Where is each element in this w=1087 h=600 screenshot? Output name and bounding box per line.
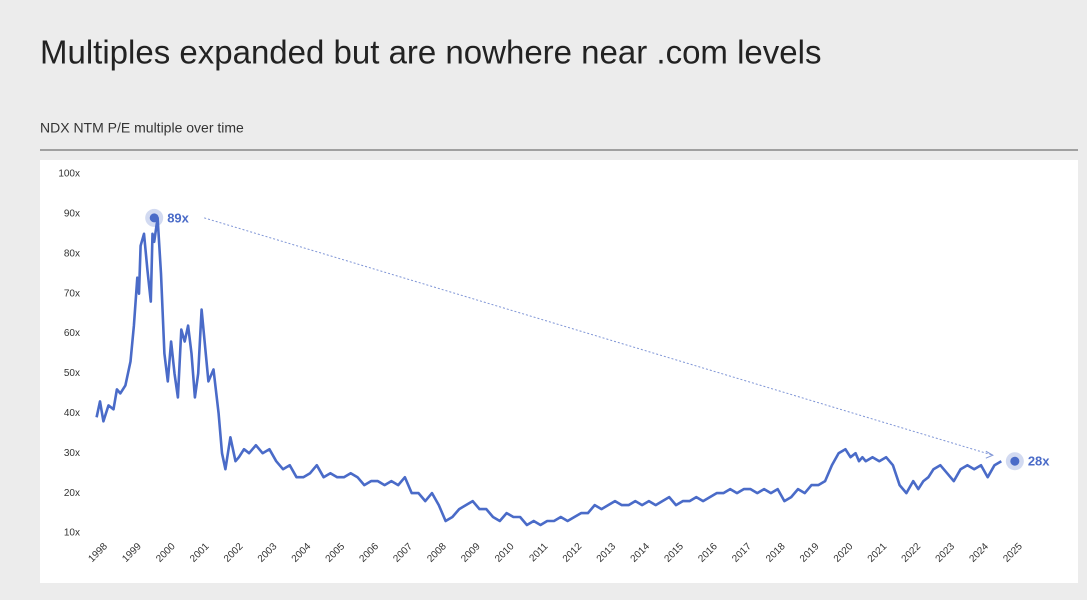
y-tick-label: 70x (64, 288, 80, 299)
y-tick-label: 60x (64, 328, 80, 339)
annotation-label: 89x (167, 210, 189, 225)
y-tick-label: 20x (64, 488, 80, 499)
y-tick-label: 100x (58, 169, 80, 180)
trend-arrow (204, 217, 993, 456)
y-tick-label: 10x (64, 528, 80, 539)
chart-subtitle: NDX NTM P/E multiple over time (40, 120, 244, 136)
annotation-label: 28x (1028, 454, 1050, 469)
highlight-point (1010, 456, 1020, 466)
y-tick-label: 50x (64, 368, 80, 379)
data-line (95, 216, 1002, 527)
chart-title: Multiples expanded but are nowhere near … (40, 34, 821, 71)
y-tick-label: 90x (64, 209, 80, 220)
y-tick-label: 40x (64, 408, 80, 419)
y-tick-label: 80x (64, 248, 80, 259)
y-tick-label: 30x (64, 448, 80, 459)
highlight-point (149, 213, 159, 223)
arrow-head (985, 450, 994, 459)
